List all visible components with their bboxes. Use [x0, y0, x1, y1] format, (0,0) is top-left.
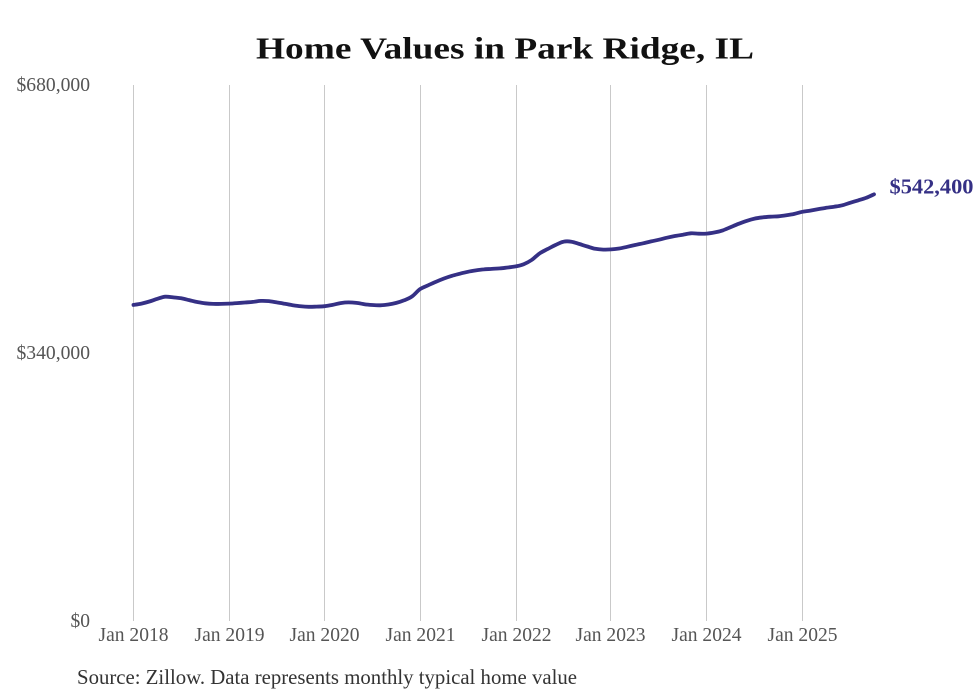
svg-text:$542,400: $542,400: [890, 174, 974, 198]
svg-text:Jan 2024: Jan 2024: [672, 625, 742, 646]
svg-text:Jan 2023: Jan 2023: [576, 625, 646, 646]
svg-text:Source: Zillow. Data represent: Source: Zillow. Data represents monthly …: [77, 665, 577, 689]
svg-text:Jan 2021: Jan 2021: [386, 625, 456, 646]
svg-text:Home Values in Park Ridge, IL: Home Values in Park Ridge, IL: [256, 32, 754, 66]
svg-text:Jan 2018: Jan 2018: [99, 625, 169, 646]
svg-text:Jan 2025: Jan 2025: [768, 625, 838, 646]
svg-text:Jan 2019: Jan 2019: [195, 625, 265, 646]
svg-text:$340,000: $340,000: [17, 343, 91, 364]
svg-text:$0: $0: [71, 611, 91, 632]
svg-text:Jan 2022: Jan 2022: [482, 625, 552, 646]
svg-text:$680,000: $680,000: [17, 75, 91, 96]
svg-text:Jan 2020: Jan 2020: [290, 625, 360, 646]
